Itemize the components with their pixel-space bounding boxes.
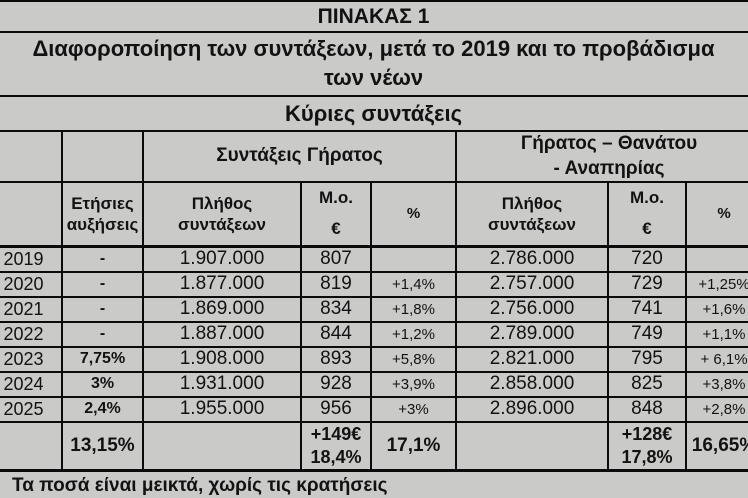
avg-survivor-cell: 825 bbox=[607, 370, 687, 398]
count-old-cell: 1.887.000 bbox=[142, 320, 302, 348]
summary-avg-old-cell: +149€ 18,4% bbox=[300, 420, 372, 472]
summary-increase-cell: 13,15% bbox=[61, 420, 144, 472]
pct-old-cell: +3,9% bbox=[370, 370, 457, 398]
increase-cell: - bbox=[61, 245, 144, 273]
year-cell: 2025 bbox=[0, 395, 63, 423]
avg-survivor-cell: 795 bbox=[607, 345, 687, 373]
pct-survivor-cell: +1,1% bbox=[684, 320, 748, 348]
avg-old-cell: 807 bbox=[300, 245, 372, 273]
count-old-cell: 1.869.000 bbox=[142, 295, 302, 323]
increase-cell: - bbox=[61, 295, 144, 323]
pct-old-cell: +1,4% bbox=[370, 270, 457, 298]
table-row: 2022-1.887.000 844 +1,2% 2.789.000 749 +1,1% bbox=[0, 320, 748, 348]
table-row: 2019-1.907.000 807 2.786.000 720 bbox=[0, 245, 748, 273]
summary-count-old-cell bbox=[142, 420, 302, 472]
pct-survivor-cell bbox=[684, 245, 748, 273]
increase-cell: - bbox=[61, 270, 144, 298]
pct-survivor-cell: + 6,1% bbox=[684, 345, 748, 373]
avg-old-cell: 956 bbox=[300, 395, 372, 423]
summary-row: 13,15% +149€ 18,4% 17,1% +128€ 17,8% 16,… bbox=[0, 420, 748, 472]
column-header-avg-old: Μ.ο. € bbox=[300, 181, 372, 248]
avg-old-cell: 844 bbox=[300, 320, 372, 348]
summary-pct-survivor-cell: 16,65% bbox=[684, 420, 748, 472]
count-old-cell: 1.907.000 bbox=[142, 245, 302, 273]
summary-pct-old-cell: 17,1% bbox=[370, 420, 457, 472]
count-survivor-cell: 2.756.000 bbox=[455, 295, 609, 323]
group-header-survivor-disability: Γήρατος – Θανάτου - Αναπηρίας bbox=[454, 129, 748, 184]
column-header-pct-old: % bbox=[370, 181, 457, 248]
increase-cell: 3% bbox=[61, 370, 144, 398]
footnote-row: Τα ποσά είναι μεικτά, χωρίς τις κρατήσει… bbox=[0, 469, 748, 498]
count-survivor-cell: 2.757.000 bbox=[455, 270, 609, 298]
avg-old-cell: 928 bbox=[300, 370, 372, 398]
table-row: 2023 7,75% 1.908.000 893 +5,8% 2.821.000 795 + … bbox=[0, 345, 748, 373]
group-header-row: Συντάξεις Γήρατος Γήρατος – Θανάτου - Αν… bbox=[0, 129, 748, 184]
increase-cell: - bbox=[61, 320, 144, 348]
group-header-empty-increase bbox=[61, 129, 144, 184]
year-cell: 2024 bbox=[0, 370, 63, 398]
year-cell: 2019 bbox=[0, 245, 63, 273]
summary-count-survivor-cell bbox=[455, 420, 609, 472]
pct-old-cell bbox=[370, 245, 457, 273]
group-header-old-age: Συντάξεις Γήρατος bbox=[142, 129, 457, 184]
count-survivor-cell: 2.858.000 bbox=[455, 370, 609, 398]
pct-old-cell: +5,8% bbox=[370, 345, 457, 373]
avg-survivor-cell: 749 bbox=[607, 320, 687, 348]
column-header-count-old: Πλήθος συντάξεων bbox=[142, 181, 302, 248]
avg-survivor-cell: 720 bbox=[607, 245, 687, 273]
pct-old-cell: +3% bbox=[370, 395, 457, 423]
count-old-cell: 1.908.000 bbox=[142, 345, 302, 373]
increase-cell: 7,75% bbox=[61, 345, 144, 373]
avg-survivor-cell: 741 bbox=[607, 295, 687, 323]
count-old-cell: 1.877.000 bbox=[142, 270, 302, 298]
section-title: Κύριες συντάξεις bbox=[0, 95, 748, 132]
count-old-cell: 1.931.000 bbox=[142, 370, 302, 398]
table-row: 2020-1.877.000 819 +1,4% 2.757.000 729 +1,25% bbox=[0, 270, 748, 298]
count-old-cell: 1.955.000 bbox=[142, 395, 302, 423]
year-cell: 2022 bbox=[0, 320, 63, 348]
summary-avg-survivor-cell: +128€ 17,8% bbox=[607, 420, 687, 472]
table-title-row: ΠΙΝΑΚΑΣ 1 bbox=[0, 0, 748, 33]
year-cell: 2020 bbox=[0, 270, 63, 298]
footnote-text: Τα ποσά είναι μεικτά, χωρίς τις κρατήσει… bbox=[0, 469, 748, 498]
column-header-pct-survivor: % bbox=[684, 181, 748, 248]
table-row: 2025 2,4% 1.955.000 956 +3% 2.896.000 848 +2,8% bbox=[0, 395, 748, 423]
count-survivor-cell: 2.786.000 bbox=[455, 245, 609, 273]
avg-old-cell: 893 bbox=[300, 345, 372, 373]
table-row: 2024 3% 1.931.000 928 +3,9% 2.858.000 825 +3,8% bbox=[0, 370, 748, 398]
section-title-row: Κύριες συντάξεις bbox=[0, 95, 748, 132]
avg-survivor-cell: 729 bbox=[607, 270, 687, 298]
table-subtitle: Διαφοροποίηση των συντάξεων, μετά το 201… bbox=[0, 31, 748, 97]
pct-survivor-cell: +3,8% bbox=[684, 370, 748, 398]
column-header-year-empty bbox=[0, 181, 63, 248]
table-row: 2021-1.869.000 834 +1,8% 2.756.000 741 +1,6% bbox=[0, 295, 748, 323]
pct-old-cell: +1,8% bbox=[370, 295, 457, 323]
column-header-annual-increases: Ετήσιες αυξήσεις bbox=[61, 181, 144, 248]
year-cell: 2023 bbox=[0, 345, 63, 373]
year-cell: 2021 bbox=[0, 295, 63, 323]
avg-old-cell: 819 bbox=[300, 270, 372, 298]
pct-old-cell: +1,2% bbox=[370, 320, 457, 348]
group-header-empty-year bbox=[0, 129, 63, 184]
pct-survivor-cell: +1,6% bbox=[684, 295, 748, 323]
column-header-avg-survivor: Μ.ο. € bbox=[607, 181, 687, 248]
table-title: ΠΙΝΑΚΑΣ 1 bbox=[0, 0, 748, 33]
count-survivor-cell: 2.896.000 bbox=[455, 395, 609, 423]
avg-old-cell: 834 bbox=[300, 295, 372, 323]
column-header-count-survivor: Πλήθος συντάξεων bbox=[455, 181, 609, 248]
avg-survivor-cell: 848 bbox=[607, 395, 687, 423]
table-subtitle-row: Διαφοροποίηση των συντάξεων, μετά το 201… bbox=[0, 31, 748, 97]
count-survivor-cell: 2.789.000 bbox=[455, 320, 609, 348]
increase-cell: 2,4% bbox=[61, 395, 144, 423]
summary-year-cell bbox=[0, 420, 63, 472]
pct-survivor-cell: +2,8% bbox=[684, 395, 748, 423]
count-survivor-cell: 2.821.000 bbox=[455, 345, 609, 373]
pct-survivor-cell: +1,25% bbox=[684, 270, 748, 298]
column-header-row: Ετήσιες αυξήσεις Πλήθος συντάξεων Μ.ο. €… bbox=[0, 181, 748, 248]
